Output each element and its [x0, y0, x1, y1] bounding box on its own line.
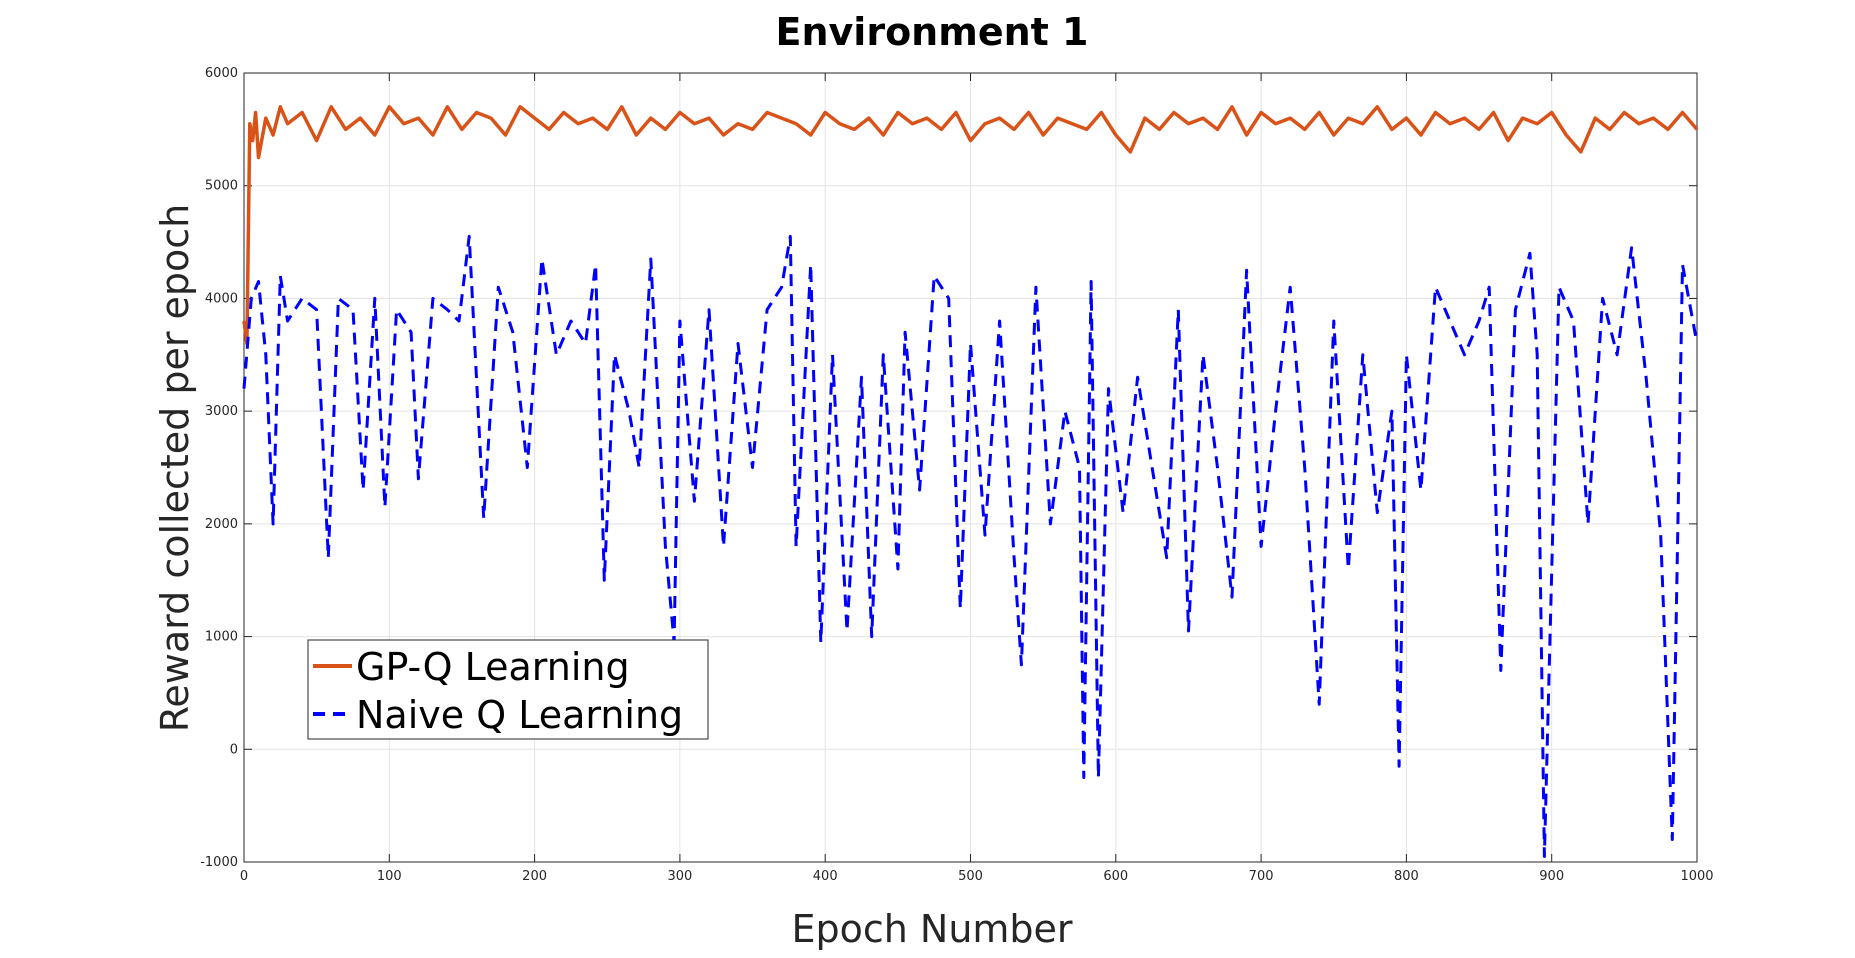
x-tick-label: 700 [1249, 869, 1274, 884]
chart-title: Environment 1 [776, 10, 1089, 54]
legend: GP-Q Learning Naive Q Learning [307, 639, 709, 740]
x-axis-label: Epoch Number [791, 907, 1072, 951]
x-tick-label: 200 [522, 869, 547, 884]
axis-ticks: 0 100 200 300 400 500 600 700 800 900 1000-1000010… [200, 66, 1713, 884]
y-tick-label: 3000 [205, 404, 238, 419]
y-tick-label: 1000 [205, 630, 238, 645]
series-line-naive-q-learning [242, 234, 1699, 858]
y-tick-label: 0 [230, 742, 238, 757]
y-tick-label: 2000 [205, 517, 238, 532]
legend-label-naive: Naive Q Learning [356, 693, 683, 737]
y-tick-label: -1000 [200, 855, 238, 870]
legend-box [307, 639, 709, 740]
series-group [242, 105, 1699, 858]
grid [243, 72, 1698, 863]
series-line-gpq-learning [242, 105, 1699, 346]
x-tick-label: 500 [958, 869, 983, 884]
y-tick-label: 6000 [205, 66, 238, 81]
x-tick-label: 600 [1103, 869, 1128, 884]
x-tick-label: 900 [1539, 869, 1564, 884]
y-tick-label: 5000 [205, 179, 238, 194]
y-axis-label: Reward collected per epoch [153, 204, 197, 733]
x-tick-label: 400 [813, 869, 838, 884]
x-tick-label: 1000 [1680, 869, 1713, 884]
x-tick-label: 800 [1394, 869, 1419, 884]
x-tick-label: 0 [240, 869, 248, 884]
x-tick-label: 100 [377, 869, 402, 884]
y-tick-label: 4000 [205, 291, 238, 306]
x-tick-label: 300 [667, 869, 692, 884]
legend-label-gpq: GP-Q Learning [356, 645, 630, 689]
